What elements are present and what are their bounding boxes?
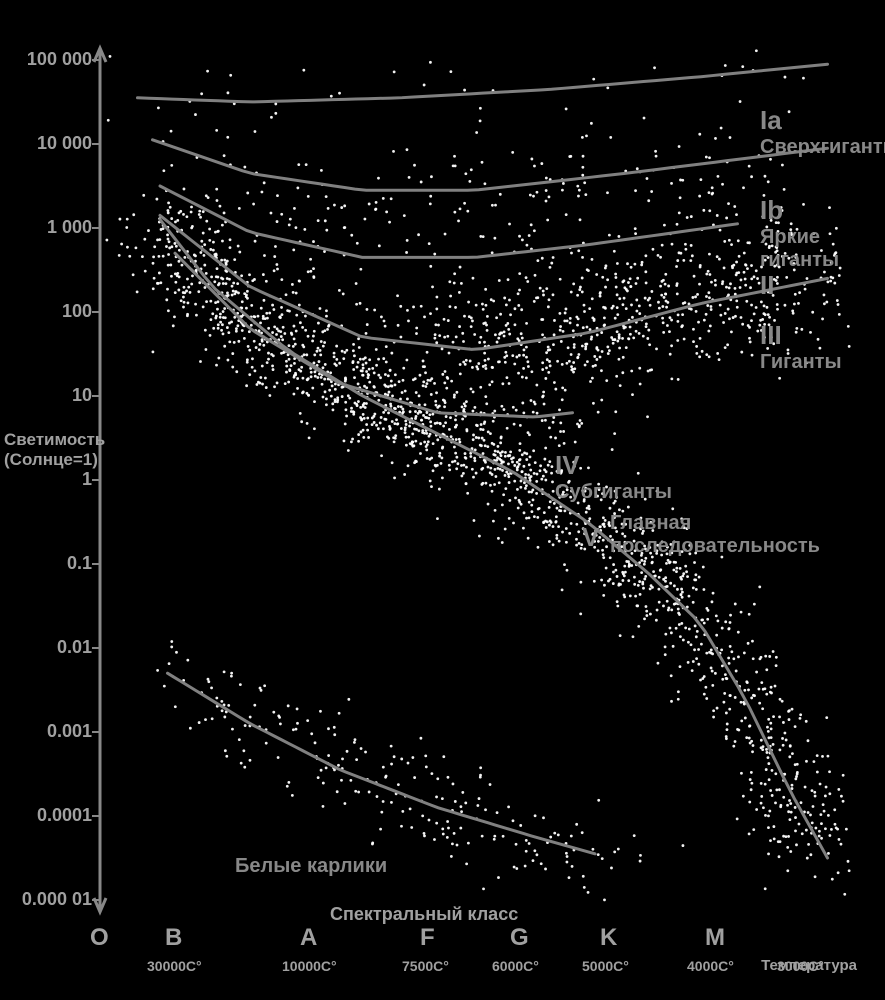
curve-text-Ia: Сверхгиганты <box>760 136 885 158</box>
y-tick-label: 0.001 <box>2 721 92 742</box>
y-tick-label: 0.0001 <box>2 805 92 826</box>
x-temp-label: 3000C° <box>777 958 824 974</box>
x-class-label: A <box>300 924 317 952</box>
curve-label-WD: Белые карлики <box>235 855 387 878</box>
roman-Ib: Ib <box>760 195 783 225</box>
roman-Ia: Iа <box>760 105 782 135</box>
curve-text-V-2: последовательность <box>610 535 820 557</box>
curve-label-Ib: IbЯркие гиганты <box>760 195 885 272</box>
curve-label-III: IIIГиганты <box>760 320 842 374</box>
roman-III: III <box>760 320 782 350</box>
curve-label-V: VГлавнаяпоследовательность <box>610 512 820 558</box>
x-class-label: F <box>420 924 435 952</box>
curve-text-IV: Субгиганты <box>555 481 672 503</box>
curve-text-Ib: Яркие гиганты <box>760 226 839 271</box>
x-temp-label: 6000C° <box>492 958 539 974</box>
x-temp-label: 5000C° <box>582 958 629 974</box>
y-tick-label: 1 <box>2 469 92 490</box>
x-temp-label: 30000C° <box>147 958 202 974</box>
x-axis-class-title: Спектральный класс <box>330 904 518 925</box>
y-tick-label: 100 <box>2 301 92 322</box>
roman-V: V <box>582 522 599 553</box>
curve-text-V-1: Главная <box>610 512 691 534</box>
hr-diagram <box>0 0 885 1000</box>
x-class-label: B <box>165 924 182 952</box>
x-class-label: M <box>705 924 725 952</box>
x-temp-label: 7500C° <box>402 958 449 974</box>
curve-text-WD: Белые карлики <box>235 855 387 877</box>
roman-II: II <box>760 270 774 300</box>
y-axis-title: Светимость (Солнце=1) <box>4 430 105 471</box>
y-tick-label: 0.01 <box>2 637 92 658</box>
y-tick-label: 10 000 <box>2 133 92 154</box>
y-tick-label: 0.1 <box>2 553 92 574</box>
x-class-label: K <box>600 924 617 952</box>
curve-label-Ia: IаСверхгиганты <box>760 105 885 159</box>
curve-label-II: II <box>760 270 774 301</box>
x-temp-label: 4000C° <box>687 958 734 974</box>
y-axis-title-line2: (Солнце=1) <box>4 450 98 469</box>
curve-text-III: Гиганты <box>760 351 842 373</box>
y-tick-label: 10 <box>2 385 92 406</box>
x-temp-label: 10000C° <box>282 958 337 974</box>
x-class-label: G <box>510 924 529 952</box>
curve-label-IV: IVСубгиганты <box>555 450 672 504</box>
y-tick-label: 0.000 01 <box>2 889 92 910</box>
roman-IV: IV <box>555 450 580 480</box>
x-class-label: O <box>90 924 109 952</box>
y-tick-label: 100 000 <box>2 49 92 70</box>
y-axis-title-line1: Светимость <box>4 430 105 449</box>
y-tick-label: 1 000 <box>2 217 92 238</box>
